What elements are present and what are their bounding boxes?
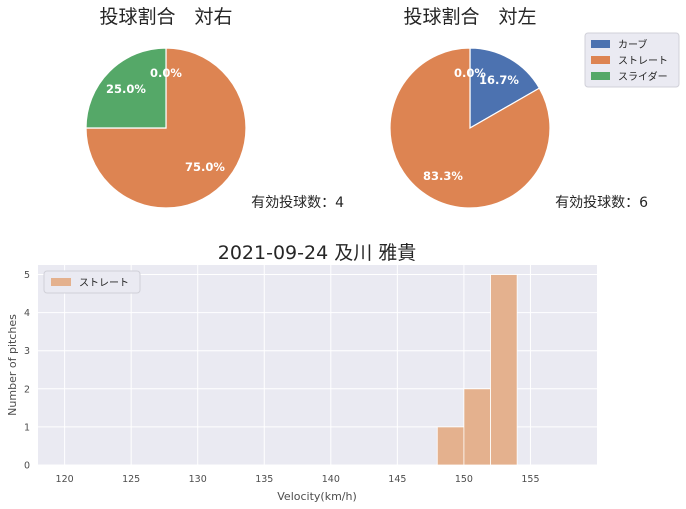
pie-left-slice-straight <box>389 47 551 209</box>
histogram-ytick-label: 0 <box>24 461 30 472</box>
pie-right-label-curve: 0.0% <box>150 66 182 80</box>
histogram-xtick-label: 155 <box>521 474 539 485</box>
histogram-legend-swatch <box>51 278 71 286</box>
pie-legend: カーブ ストレート スライダー <box>584 32 680 88</box>
pie-left-label-curve: 16.7% <box>479 73 519 87</box>
histogram-ytick-label: 4 <box>24 308 30 319</box>
legend-swatch-slider <box>591 72 610 80</box>
histogram-xtick-label: 130 <box>189 474 207 485</box>
histogram-ytick-label: 1 <box>24 422 30 433</box>
histogram-legend: ストレート <box>43 270 141 294</box>
pie-right-count: 有効投球数：4 <box>251 195 344 211</box>
pie-chart-right: 投球割合 対右 0.0% 75.0% 25.0% 有効投球数：4 <box>85 6 344 211</box>
histogram-bar <box>490 274 518 466</box>
legend-swatch-curve <box>591 40 610 48</box>
pie-right-title: 投球割合 対右 <box>99 6 232 28</box>
histogram-bar <box>436 426 465 466</box>
pie-left-title: 投球割合 対左 <box>403 6 536 28</box>
pie-right-label-slider: 25.0% <box>106 82 146 96</box>
histogram-legend-label: ストレート <box>79 278 129 289</box>
pie-chart-left: 投球割合 対左 16.7% 83.3% 0.0% 有効投球数：6 <box>389 6 648 211</box>
velocity-histogram: 2021-09-24 及川 雅貴 120 125 130 135 140 145 150 15… <box>6 242 597 503</box>
pie-left-slice-curve <box>469 47 541 130</box>
histogram-legend-frame <box>43 270 141 294</box>
pie-left-label-straight: 83.3% <box>423 169 463 183</box>
legend-label-curve: カーブ <box>618 38 647 51</box>
histogram-ylabel: Number of pitches <box>6 314 19 416</box>
pie-right-slice-slider <box>85 47 167 129</box>
histogram-ytick-label: 3 <box>24 346 30 357</box>
histogram-xtick-label: 135 <box>255 474 273 485</box>
pie-right-label-straight: 75.0% <box>185 160 225 174</box>
histogram-xtick-label: 150 <box>455 474 473 485</box>
histogram-xtick-label: 145 <box>388 474 406 485</box>
histogram-bar <box>463 388 491 466</box>
histogram-ytick-label: 2 <box>24 384 30 395</box>
histogram-xlabel: Velocity(km/h) <box>277 490 357 503</box>
pie-left-label-slider: 0.0% <box>454 66 486 80</box>
pie-left-count: 有効投球数：6 <box>555 195 648 211</box>
histogram-xtick-label: 120 <box>56 474 74 485</box>
histogram-ytick-label: 5 <box>24 270 30 281</box>
legend-label-straight: ストレート <box>618 56 668 67</box>
histogram-title: 2021-09-24 及川 雅貴 <box>218 242 417 264</box>
histogram-xtick-label: 125 <box>122 474 140 485</box>
legend-swatch-straight <box>591 56 610 64</box>
histogram-xtick-label: 140 <box>322 474 340 485</box>
legend-label-slider: スライダー <box>618 70 668 83</box>
